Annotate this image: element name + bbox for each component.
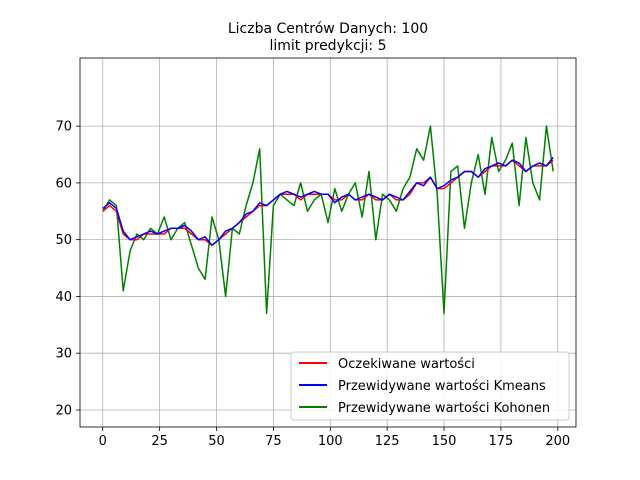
- x-tick-label: 50: [208, 434, 225, 449]
- x-axis-ticks: 0 25 50 75 100 125 150 175 200: [99, 427, 570, 449]
- y-tick-label: 60: [55, 176, 72, 191]
- x-tick-label: 100: [318, 434, 343, 449]
- plot-series: [102, 125, 554, 315]
- y-tick-label: 50: [55, 233, 72, 248]
- x-tick-label: 25: [151, 434, 168, 449]
- series-line-kmeans: [102, 156, 554, 247]
- x-tick-label: 175: [489, 434, 514, 449]
- legend-label-expected: Oczekiwane wartości: [338, 357, 475, 372]
- x-tick-label: 0: [99, 434, 107, 449]
- x-tick-label: 150: [432, 434, 457, 449]
- x-tick-label: 200: [545, 434, 570, 449]
- legend-label-kmeans: Przewidywane wartości Kmeans: [338, 379, 546, 394]
- x-tick-label: 125: [375, 434, 400, 449]
- plot-frame: [79, 57, 577, 428]
- chart-title: Liczba Centrów Danych: 100: [228, 21, 428, 37]
- y-tick-label: 30: [55, 347, 72, 362]
- legend: Oczekiwane wartości Przewidywane wartośc…: [290, 351, 570, 421]
- y-tick-label: 70: [55, 120, 72, 135]
- x-tick-label: 75: [265, 434, 282, 449]
- y-tick-label: 20: [55, 403, 72, 418]
- y-tick-label: 40: [55, 290, 72, 305]
- chart-subtitle: limit predykcji: 5: [269, 38, 386, 54]
- legend-box: [290, 351, 570, 421]
- legend-label-kohonen: Przewidywane wartości Kohonen: [338, 401, 550, 416]
- y-axis-ticks: 20 30 40 50 60 70: [55, 120, 80, 418]
